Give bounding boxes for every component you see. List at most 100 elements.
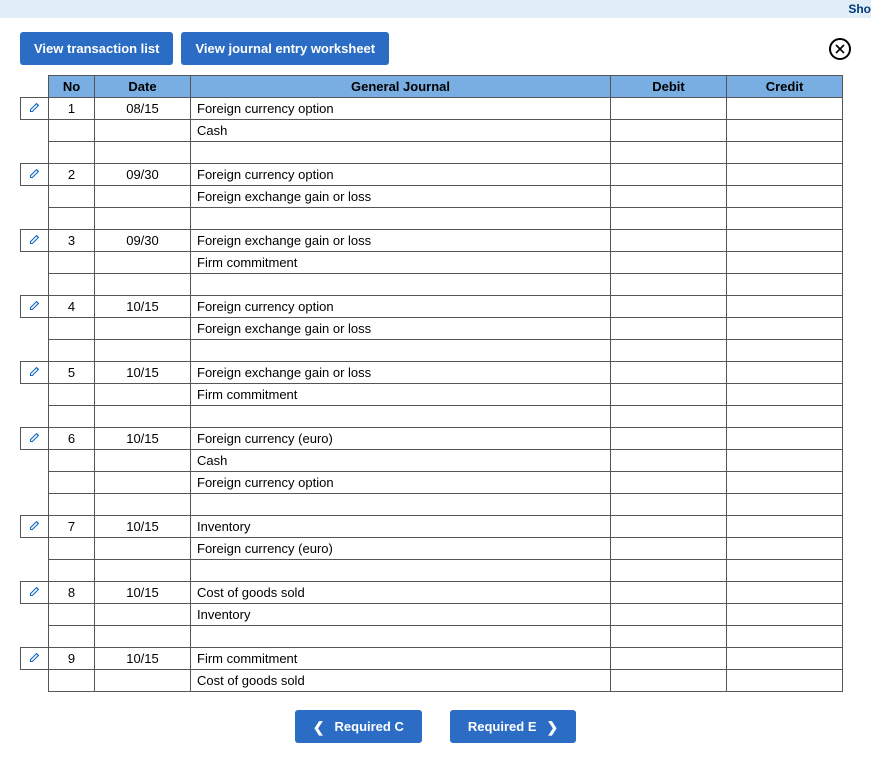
- edit-cell: [21, 208, 49, 230]
- header-general-journal: General Journal: [191, 76, 611, 98]
- credit-cell[interactable]: [727, 362, 843, 384]
- edit-icon[interactable]: [29, 431, 41, 446]
- credit-cell[interactable]: [727, 318, 843, 340]
- general-journal-cell: [191, 626, 611, 648]
- credit-cell[interactable]: [727, 428, 843, 450]
- edit-cell[interactable]: [21, 362, 49, 384]
- no-cell: [49, 120, 95, 142]
- date-cell: 08/15: [95, 98, 191, 120]
- show-more-link[interactable]: Sho: [848, 2, 871, 16]
- edit-icon[interactable]: [29, 101, 41, 116]
- edit-icon[interactable]: [29, 299, 41, 314]
- edit-cell[interactable]: [21, 296, 49, 318]
- edit-cell: [21, 494, 49, 516]
- debit-cell[interactable]: [611, 230, 727, 252]
- next-required-button[interactable]: Required E ❯: [450, 710, 576, 743]
- edit-icon[interactable]: [29, 365, 41, 380]
- credit-cell[interactable]: [727, 296, 843, 318]
- table-row: Cost of goods sold: [21, 670, 843, 692]
- date-cell: [95, 604, 191, 626]
- no-cell: [49, 186, 95, 208]
- general-journal-cell: Foreign currency (euro): [191, 538, 611, 560]
- no-cell: [49, 384, 95, 406]
- debit-cell[interactable]: [611, 384, 727, 406]
- no-cell: [49, 406, 95, 428]
- debit-cell[interactable]: [611, 582, 727, 604]
- date-cell: [95, 318, 191, 340]
- table-row: [21, 142, 843, 164]
- edit-cell: [21, 384, 49, 406]
- date-cell: [95, 406, 191, 428]
- debit-cell[interactable]: [611, 296, 727, 318]
- credit-cell[interactable]: [727, 472, 843, 494]
- credit-cell[interactable]: [727, 120, 843, 142]
- credit-cell[interactable]: [727, 252, 843, 274]
- debit-cell[interactable]: [611, 318, 727, 340]
- date-cell: [95, 120, 191, 142]
- edit-cell[interactable]: [21, 230, 49, 252]
- edit-icon[interactable]: [29, 651, 41, 666]
- edit-cell[interactable]: [21, 428, 49, 450]
- edit-icon[interactable]: [29, 233, 41, 248]
- credit-cell[interactable]: [727, 670, 843, 692]
- debit-cell[interactable]: [611, 648, 727, 670]
- edit-icon[interactable]: [29, 519, 41, 534]
- credit-cell[interactable]: [727, 648, 843, 670]
- credit-cell[interactable]: [727, 538, 843, 560]
- debit-cell[interactable]: [611, 252, 727, 274]
- edit-cell[interactable]: [21, 98, 49, 120]
- credit-cell[interactable]: [727, 604, 843, 626]
- edit-cell[interactable]: [21, 516, 49, 538]
- table-row: 910/15Firm commitment: [21, 648, 843, 670]
- date-cell: 10/15: [95, 362, 191, 384]
- table-row: Firm commitment: [21, 252, 843, 274]
- no-cell: 4: [49, 296, 95, 318]
- chevron-right-icon: ❯: [546, 720, 558, 734]
- credit-cell[interactable]: [727, 450, 843, 472]
- view-journal-worksheet-button[interactable]: View journal entry worksheet: [181, 32, 389, 65]
- general-journal-cell: [191, 494, 611, 516]
- credit-cell[interactable]: [727, 164, 843, 186]
- date-cell: [95, 626, 191, 648]
- debit-cell[interactable]: [611, 186, 727, 208]
- credit-cell[interactable]: [727, 516, 843, 538]
- debit-cell[interactable]: [611, 604, 727, 626]
- view-transaction-list-button[interactable]: View transaction list: [20, 32, 173, 65]
- credit-cell[interactable]: [727, 384, 843, 406]
- credit-cell[interactable]: [727, 186, 843, 208]
- debit-cell[interactable]: [611, 98, 727, 120]
- debit-cell[interactable]: [611, 362, 727, 384]
- table-row: 810/15Cost of goods sold: [21, 582, 843, 604]
- debit-cell[interactable]: [611, 538, 727, 560]
- debit-cell[interactable]: [611, 120, 727, 142]
- credit-cell[interactable]: [727, 98, 843, 120]
- edit-cell[interactable]: [21, 164, 49, 186]
- debit-cell[interactable]: [611, 516, 727, 538]
- debit-cell[interactable]: [611, 164, 727, 186]
- edit-cell[interactable]: [21, 648, 49, 670]
- date-cell: [95, 274, 191, 296]
- table-row: [21, 626, 843, 648]
- edit-cell[interactable]: [21, 582, 49, 604]
- date-cell: 10/15: [95, 516, 191, 538]
- next-required-label: Required E: [468, 719, 537, 734]
- edit-cell: [21, 450, 49, 472]
- table-row: Foreign currency option: [21, 472, 843, 494]
- prev-required-button[interactable]: ❮ Required C: [295, 710, 422, 743]
- debit-cell[interactable]: [611, 670, 727, 692]
- debit-cell[interactable]: [611, 428, 727, 450]
- close-icon[interactable]: [829, 38, 851, 60]
- debit-cell: [611, 494, 727, 516]
- credit-cell[interactable]: [727, 582, 843, 604]
- edit-cell: [21, 604, 49, 626]
- no-cell: [49, 494, 95, 516]
- no-cell: 5: [49, 362, 95, 384]
- credit-cell[interactable]: [727, 230, 843, 252]
- nav-row: ❮ Required C Required E ❯: [0, 702, 871, 755]
- edit-icon[interactable]: [29, 167, 41, 182]
- no-cell: 6: [49, 428, 95, 450]
- debit-cell[interactable]: [611, 472, 727, 494]
- no-cell: 8: [49, 582, 95, 604]
- edit-icon[interactable]: [29, 585, 41, 600]
- debit-cell[interactable]: [611, 450, 727, 472]
